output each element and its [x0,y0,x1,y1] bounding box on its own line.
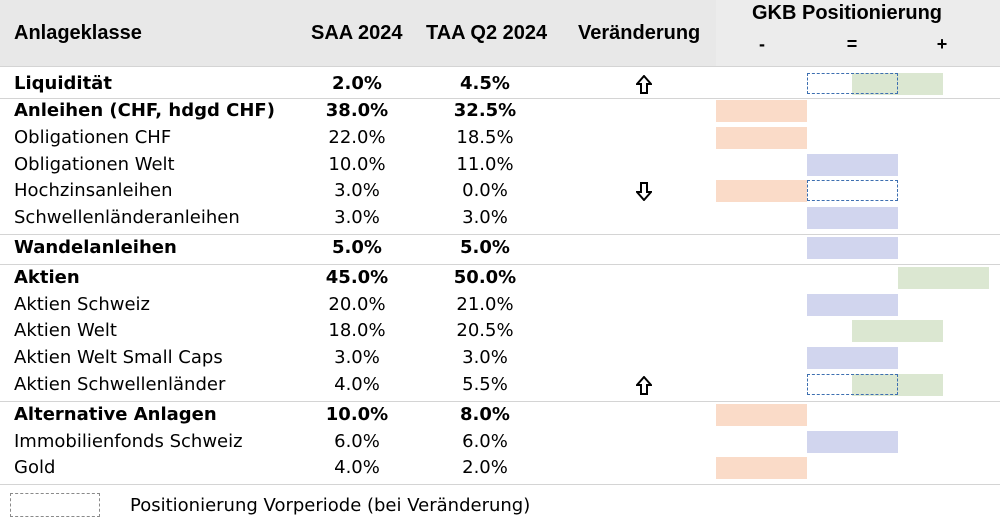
saa-value: 38.0% [325,100,389,121]
asset-class-name: Schwellenländeranleihen [14,207,240,228]
saa-value: 2.0% [332,73,382,94]
taa-value: 6.0% [462,431,508,452]
table-row: Immobilienfonds Schweiz 6.0% 6.0% [0,429,1000,456]
taa-value: 8.0% [460,404,510,425]
positioning-bar-neutral [807,294,898,316]
header-background-positioning [716,0,1000,66]
saa-value: 3.0% [334,180,380,201]
table-row: Anleihen (CHF, hdgd CHF) 38.0% 32.5% [0,98,1000,125]
taa-value: 3.0% [462,347,508,368]
table-row: Hochzinsanleihen 3.0% 0.0% [0,178,1000,205]
legend-text: Positionierung Vorperiode (bei Veränderu… [130,495,531,516]
previous-positioning-box [807,374,898,395]
header-sign-minus: - [759,34,765,54]
taa-value: 5.0% [460,237,510,258]
positioning-bar-plus [898,267,989,289]
positioning-bar-neutral [807,237,898,259]
row-divider [0,234,1000,235]
table-row: Aktien Welt Small Caps 3.0% 3.0% [0,345,1000,372]
asset-class-name: Anleihen (CHF, hdgd CHF) [14,100,275,121]
header-sign-plus: + [936,34,948,54]
saa-value: 4.0% [334,457,380,478]
asset-class-name: Wandelanleihen [14,237,177,258]
taa-value: 32.5% [453,100,517,121]
saa-value: 10.0% [325,404,389,425]
asset-class-name: Aktien Schwellenländer [14,374,226,395]
positioning-bar-minus [716,457,807,479]
table-row: Aktien 45.0% 50.0% [0,265,1000,292]
asset-class-name: Immobilienfonds Schweiz [14,431,243,452]
table-row: Schwellenländeranleihen 3.0% 3.0% [0,205,1000,232]
saa-value: 10.0% [328,154,386,175]
positioning-bar-plus [852,320,943,342]
asset-class-name: Aktien Schweiz [14,294,150,315]
asset-class-name: Gold [14,457,56,478]
saa-value: 3.0% [334,207,380,228]
positioning-bar-neutral [807,347,898,369]
positioning-bar-neutral [807,207,898,229]
taa-value: 11.0% [456,154,514,175]
saa-value: 20.0% [328,294,386,315]
taa-value: 20.5% [456,320,514,341]
saa-value: 3.0% [334,347,380,368]
previous-positioning-box [807,180,898,201]
asset-class-name: Aktien Welt Small Caps [14,347,223,368]
asset-class-name: Hochzinsanleihen [14,180,173,201]
legend-dashed-box [10,493,100,517]
asset-class-name: Obligationen Welt [14,154,175,175]
table-row: Gold 4.0% 2.0% [0,455,1000,482]
positioning-bar-neutral [807,154,898,176]
taa-value: 3.0% [462,207,508,228]
table-row: Aktien Welt 18.0% 20.5% [0,318,1000,345]
positioning-bar-minus [716,180,807,202]
row-divider [0,484,1000,485]
table-row: Obligationen Welt 10.0% 11.0% [0,152,1000,179]
taa-value: 4.5% [460,73,510,94]
asset-class-name: Aktien [14,267,80,288]
row-divider [0,98,1000,99]
saa-value: 45.0% [325,267,389,288]
row-divider [0,401,1000,402]
taa-value: 0.0% [462,180,508,201]
saa-value: 5.0% [332,237,382,258]
positioning-bar-minus [716,100,807,122]
taa-value: 2.0% [462,457,508,478]
up-arrow-icon [630,71,658,98]
saa-value: 6.0% [334,431,380,452]
header-sign-neutral: = [846,34,858,54]
header-anlageklasse: Anlageklasse [14,22,142,44]
header-veraenderung: Veränderung [578,22,701,44]
header-saa: SAA 2024 [311,22,403,44]
saa-value: 18.0% [328,320,386,341]
positioning-bar-minus [716,404,807,426]
positioning-bar-neutral [807,431,898,453]
table-row: Wandelanleihen 5.0% 5.0% [0,235,1000,262]
asset-class-name: Liquidität [14,73,112,94]
saa-value: 4.0% [334,374,380,395]
taa-value: 18.5% [456,127,514,148]
taa-value: 21.0% [456,294,514,315]
positioning-bar-minus [716,127,807,149]
previous-positioning-box [807,73,898,94]
header-gkb-positionierung: GKB Positionierung [752,2,942,24]
table-row: Aktien Schwellenländer 4.0% 5.5% [0,372,1000,399]
saa-value: 22.0% [328,127,386,148]
row-divider [0,264,1000,265]
row-divider [0,66,1000,67]
down-arrow-icon [630,178,658,205]
table-row: Obligationen CHF 22.0% 18.5% [0,125,1000,152]
asset-class-name: Aktien Welt [14,320,117,341]
table-row: Alternative Anlagen 10.0% 8.0% [0,402,1000,429]
taa-value: 50.0% [453,267,517,288]
asset-class-name: Alternative Anlagen [14,404,217,425]
taa-value: 5.5% [462,374,508,395]
up-arrow-icon [630,372,658,399]
table-row: Liquidität 2.0% 4.5% [0,71,1000,98]
table-row: Aktien Schweiz 20.0% 21.0% [0,292,1000,319]
header-taa: TAA Q2 2024 [426,22,548,44]
asset-class-name: Obligationen CHF [14,127,172,148]
